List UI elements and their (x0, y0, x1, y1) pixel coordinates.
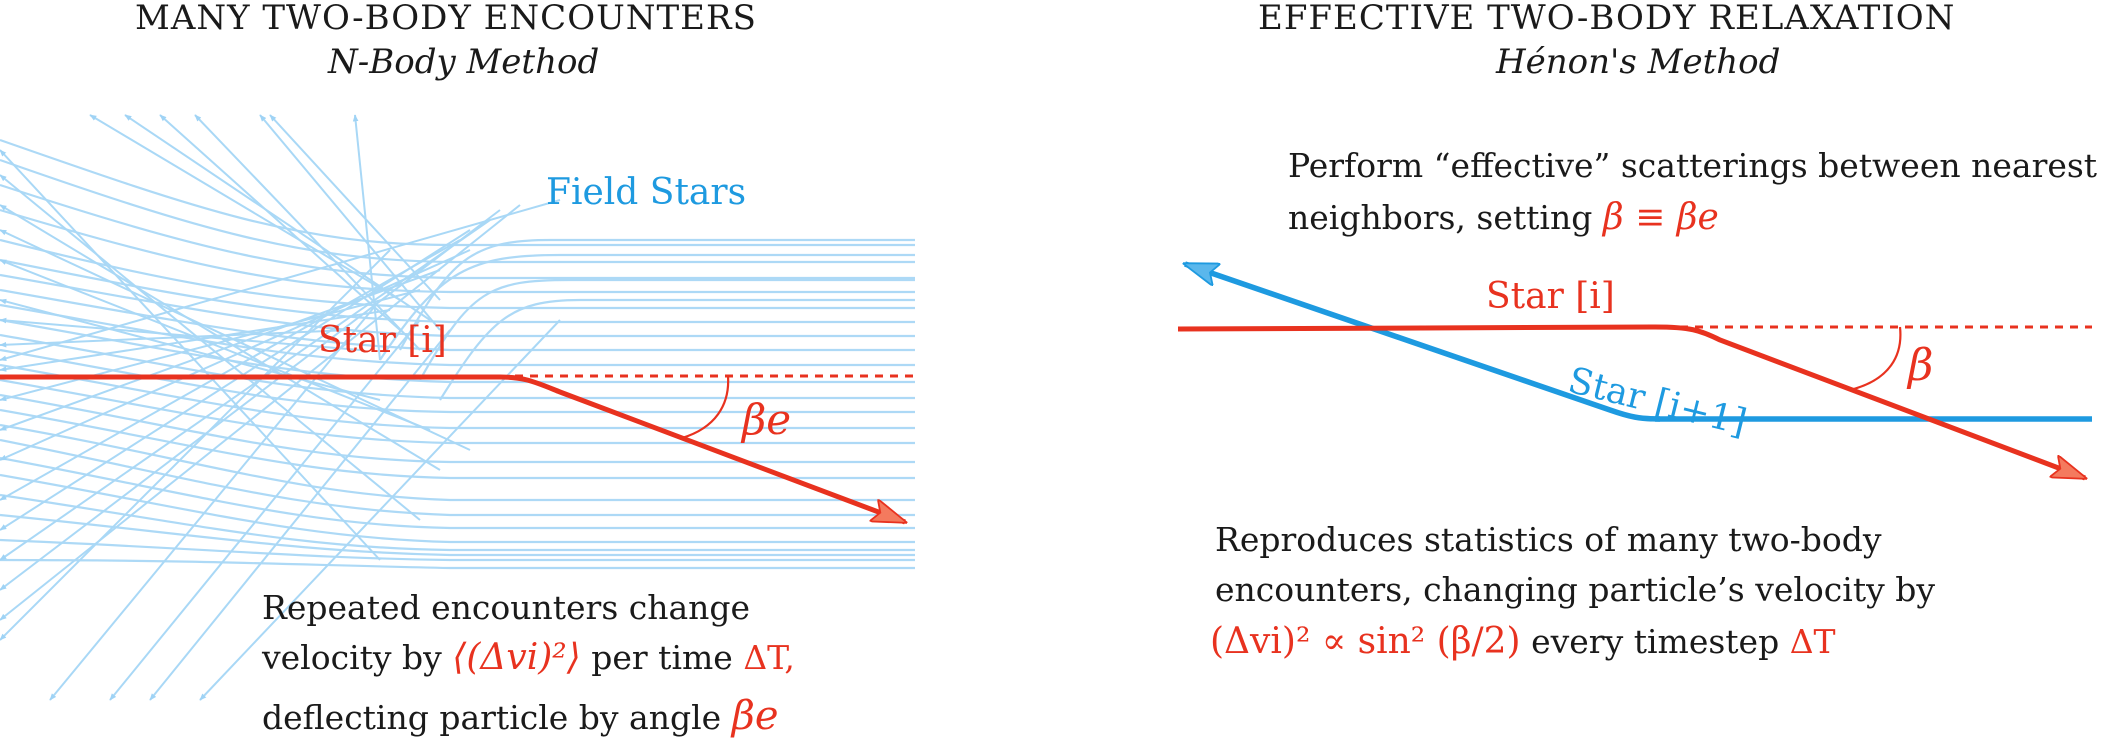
right-caption-line2: encounters, changing particle’s velocity… (1215, 570, 1935, 609)
field-star-trajectories (0, 138, 915, 570)
star-i-trajectory-right (1177, 324, 2092, 481)
left-caption-line2-b: per time (591, 638, 733, 677)
left-caption-line2: velocity by ⟨(Δvi)²⟩ per time ΔT, (262, 636, 795, 680)
right-title: EFFECTIVE TWO-BODY RELAXATION (1258, 0, 1956, 38)
right-intro-line1: Perform “effective” scatterings between … (1288, 146, 2098, 185)
left-caption-line3-a: deflecting particle by angle (262, 698, 722, 737)
left-caption-line1: Repeated encounters change (262, 588, 751, 627)
right-caption-line3: (Δvi)² ∝ sin² (β/2) every timestep ΔT (1210, 620, 1836, 664)
right-caption-dt: ΔT (1789, 622, 1836, 661)
left-caption-math: ⟨(Δvi)²⟩ (452, 637, 581, 678)
left-subtitle: N-Body Method (328, 42, 600, 82)
right-intro-line2: neighbors, setting β ≡ βe (1288, 196, 1719, 240)
left-caption-line2-a: velocity by (262, 638, 442, 677)
left-caption-dt: ΔT, (743, 638, 795, 677)
star-i-label-right: Star [i] (1486, 276, 1615, 317)
left-caption-line3: deflecting particle by angle βe (262, 694, 779, 740)
beta-e-label-left: βe (742, 395, 792, 444)
right-caption-line3-b: every timestep (1531, 622, 1780, 661)
beta-label-right: β (1908, 340, 1934, 391)
right-intro-math: β ≡ βe (1602, 197, 1719, 238)
right-subtitle: Hénon's Method (1496, 42, 1781, 82)
field-stars-label: Field Stars (546, 172, 747, 213)
left-title: MANY TWO-BODY ENCOUNTERS (135, 0, 757, 38)
right-caption-math: (Δvi)² ∝ sin² (β/2) (1210, 621, 1521, 662)
star-i1-trajectory (1185, 261, 2092, 422)
field-star-arrows (0, 114, 561, 701)
star-i-label-left: Star [i] (318, 320, 447, 361)
right-caption-line1: Reproduces statistics of many two-body (1215, 520, 1882, 559)
star-i-trajectory-left (0, 374, 915, 525)
left-caption-beta-e: βe (731, 693, 779, 739)
right-intro-line2-a: neighbors, setting (1288, 198, 1593, 237)
